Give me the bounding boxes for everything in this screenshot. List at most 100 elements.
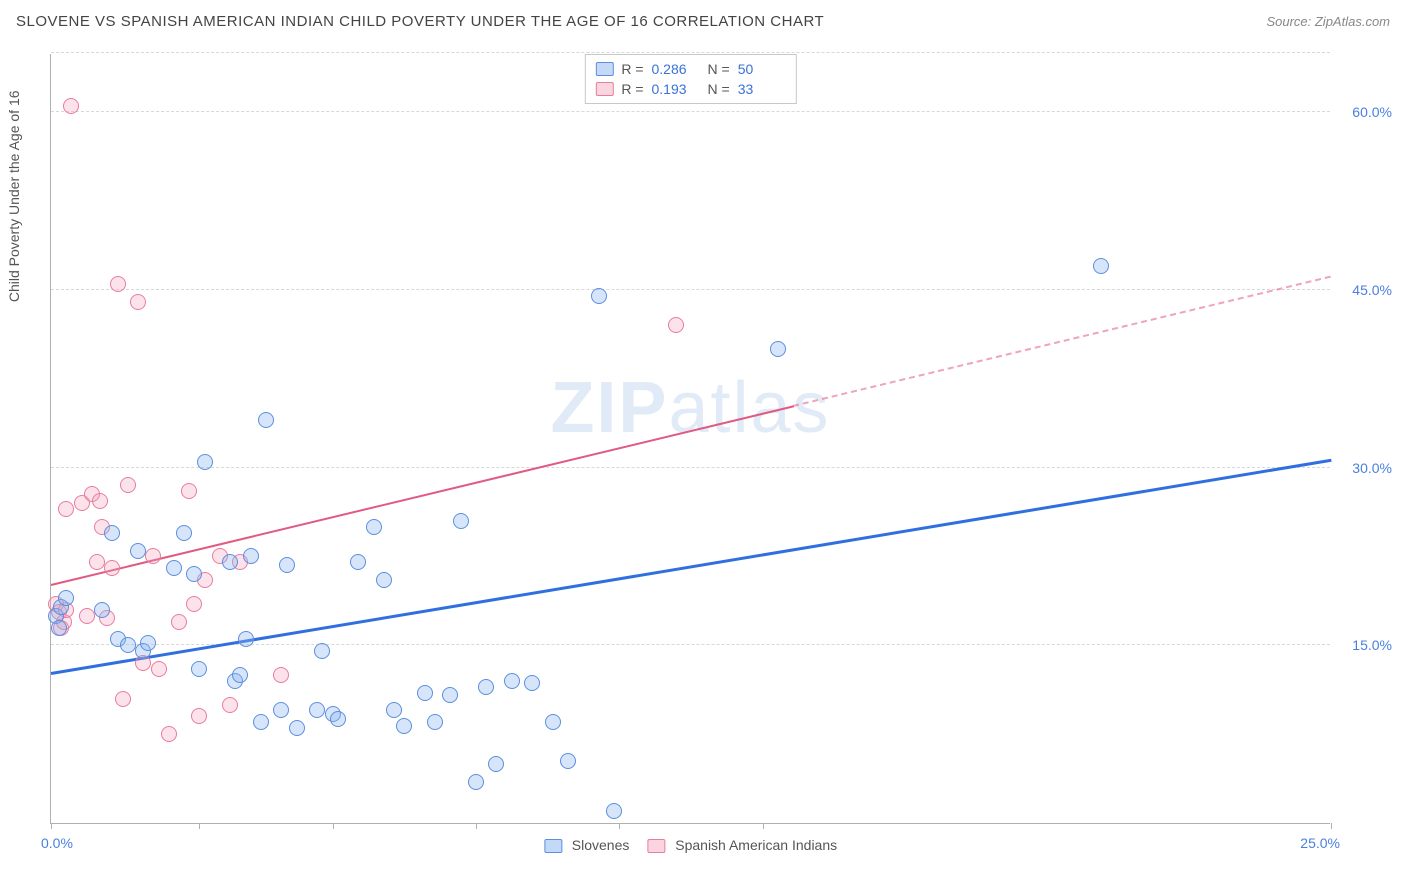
data-point — [176, 525, 192, 541]
r-label: R = — [621, 81, 643, 97]
r-value-pink: 0.193 — [652, 81, 700, 97]
plot-area: ZIPatlas R = 0.286 N = 50 R = 0.193 N = … — [50, 54, 1330, 824]
legend-row-pink: R = 0.193 N = 33 — [595, 79, 785, 99]
data-point — [130, 543, 146, 559]
data-point — [151, 661, 167, 677]
legend-row-blue: R = 0.286 N = 50 — [595, 59, 785, 79]
trend-line — [793, 276, 1331, 407]
data-point — [120, 477, 136, 493]
data-point — [186, 566, 202, 582]
data-point — [668, 317, 684, 333]
data-point — [279, 557, 295, 573]
legend-item-spanish: Spanish American Indians — [647, 837, 837, 853]
data-point — [63, 98, 79, 114]
legend-swatch-pink-icon — [595, 82, 613, 96]
data-point — [115, 691, 131, 707]
x-tick — [333, 823, 334, 829]
data-point — [145, 548, 161, 564]
gridline — [51, 289, 1330, 290]
data-point — [396, 718, 412, 734]
data-point — [309, 702, 325, 718]
x-tick — [763, 823, 764, 829]
data-point — [591, 288, 607, 304]
data-point — [171, 614, 187, 630]
legend-swatch-pink-icon — [647, 839, 665, 853]
n-label: N = — [708, 61, 730, 77]
data-point — [289, 720, 305, 736]
data-point — [253, 714, 269, 730]
data-point — [376, 572, 392, 588]
r-value-blue: 0.286 — [652, 61, 700, 77]
data-point — [92, 493, 108, 509]
data-point — [140, 635, 156, 651]
y-axis-label: 45.0% — [1352, 282, 1392, 298]
x-axis-min-label: 0.0% — [41, 835, 73, 851]
data-point — [453, 513, 469, 529]
data-point — [524, 675, 540, 691]
data-point — [232, 667, 248, 683]
legend-swatch-blue-icon — [595, 62, 613, 76]
gridline — [51, 52, 1330, 53]
data-point — [350, 554, 366, 570]
legend-label: Slovenes — [572, 837, 630, 853]
data-point — [104, 560, 120, 576]
x-tick — [476, 823, 477, 829]
data-point — [468, 774, 484, 790]
data-point — [442, 687, 458, 703]
data-point — [104, 525, 120, 541]
x-tick — [619, 823, 620, 829]
n-value-blue: 50 — [738, 61, 786, 77]
data-point — [386, 702, 402, 718]
data-point — [545, 714, 561, 730]
data-point — [94, 602, 110, 618]
data-point — [58, 590, 74, 606]
data-point — [222, 554, 238, 570]
chart-container: ZIPatlas R = 0.286 N = 50 R = 0.193 N = … — [0, 36, 1406, 856]
legend-swatch-blue-icon — [544, 839, 562, 853]
y-axis-label: 60.0% — [1352, 104, 1392, 120]
data-point — [478, 679, 494, 695]
gridline — [51, 467, 1330, 468]
data-point — [770, 341, 786, 357]
data-point — [197, 454, 213, 470]
data-point — [120, 637, 136, 653]
data-point — [1093, 258, 1109, 274]
data-point — [606, 803, 622, 819]
data-point — [191, 661, 207, 677]
trend-line — [51, 405, 794, 586]
data-point — [51, 620, 67, 636]
legend-stats: R = 0.286 N = 50 R = 0.193 N = 33 — [584, 54, 796, 104]
data-point — [161, 726, 177, 742]
r-label: R = — [621, 61, 643, 77]
legend-label: Spanish American Indians — [675, 837, 837, 853]
data-point — [79, 608, 95, 624]
data-point — [560, 753, 576, 769]
chart-source: Source: ZipAtlas.com — [1266, 14, 1390, 29]
n-value-pink: 33 — [738, 81, 786, 97]
data-point — [110, 276, 126, 292]
data-point — [222, 697, 238, 713]
data-point — [166, 560, 182, 576]
data-point — [273, 667, 289, 683]
data-point — [273, 702, 289, 718]
data-point — [243, 548, 259, 564]
x-tick — [199, 823, 200, 829]
data-point — [366, 519, 382, 535]
data-point — [89, 554, 105, 570]
legend-item-slovenes: Slovenes — [544, 837, 629, 853]
gridline — [51, 111, 1330, 112]
data-point — [417, 685, 433, 701]
y-axis-label: 15.0% — [1352, 637, 1392, 653]
chart-title: SLOVENE VS SPANISH AMERICAN INDIAN CHILD… — [16, 13, 824, 30]
data-point — [488, 756, 504, 772]
data-point — [314, 643, 330, 659]
data-point — [504, 673, 520, 689]
y-axis-label: 30.0% — [1352, 460, 1392, 476]
data-point — [181, 483, 197, 499]
data-point — [258, 412, 274, 428]
data-point — [186, 596, 202, 612]
data-point — [330, 711, 346, 727]
x-tick — [1331, 823, 1332, 829]
data-point — [191, 708, 207, 724]
data-point — [58, 501, 74, 517]
